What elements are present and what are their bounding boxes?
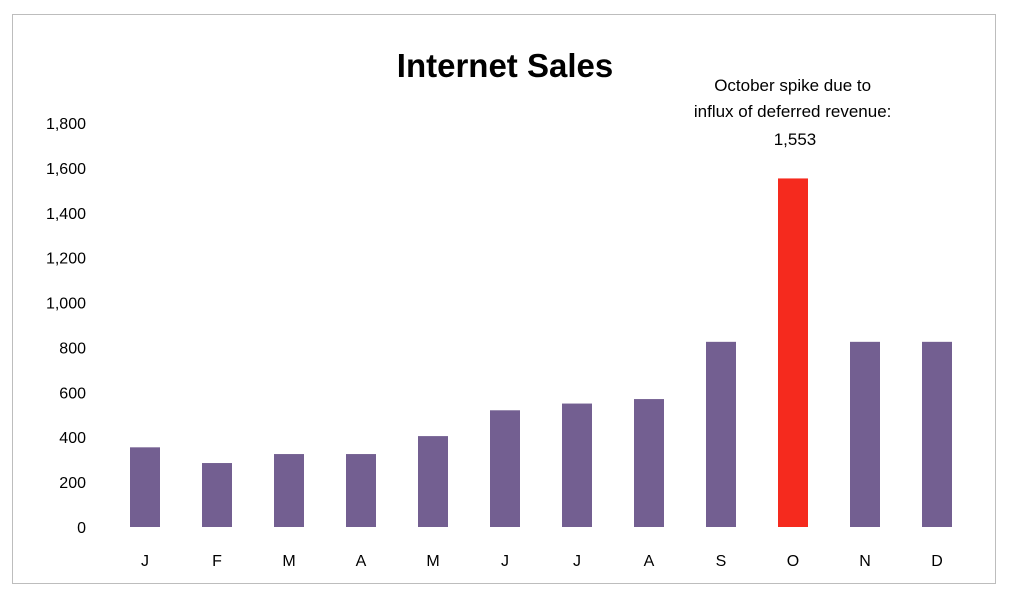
x-tick-label: M	[282, 553, 295, 570]
x-tick-label: N	[859, 553, 871, 570]
x-tick-label: J	[573, 553, 581, 570]
x-tick-label: O	[787, 553, 799, 570]
bar	[274, 454, 304, 527]
bar	[850, 341, 880, 527]
bar	[562, 403, 592, 527]
y-tick-label: 400	[59, 430, 86, 447]
bar	[634, 399, 664, 527]
bar	[130, 447, 160, 527]
annotation-value: 1,553	[774, 130, 817, 149]
x-tick-label: J	[501, 553, 509, 570]
y-axis: 0 200 400 600 800 1,000 1,200 1,400 1,600 1,800	[46, 116, 86, 537]
annotation-line-1: October spike due to	[714, 76, 871, 95]
bar	[202, 463, 232, 527]
x-tick-label: A	[356, 553, 367, 570]
bar-series	[130, 178, 952, 527]
y-tick-label: 200	[59, 475, 86, 492]
y-tick-label: 800	[59, 340, 86, 357]
y-tick-label: 1,000	[46, 296, 86, 313]
october-annotation: October spike due to influx of deferred …	[694, 76, 896, 149]
y-tick-label: 1,600	[46, 161, 86, 178]
bar	[418, 436, 448, 527]
annotation-line-2: influx of deferred revenue:	[694, 102, 892, 121]
x-tick-label: J	[141, 553, 149, 570]
x-tick-label: M	[426, 553, 439, 570]
bar	[490, 410, 520, 527]
x-tick-label: S	[716, 553, 727, 570]
y-tick-label: 0	[77, 520, 86, 537]
x-tick-label: F	[212, 553, 222, 570]
x-tick-label: A	[644, 553, 655, 570]
y-tick-label: 1,400	[46, 206, 86, 223]
y-tick-label: 1,800	[46, 116, 86, 133]
bar-highlighted	[778, 178, 808, 527]
y-tick-label: 1,200	[46, 251, 86, 268]
bar	[706, 341, 736, 527]
y-tick-label: 600	[59, 385, 86, 402]
bar	[346, 454, 376, 527]
bar	[922, 341, 952, 527]
chart-title: Internet Sales	[397, 47, 613, 84]
x-tick-label: D	[931, 553, 943, 570]
